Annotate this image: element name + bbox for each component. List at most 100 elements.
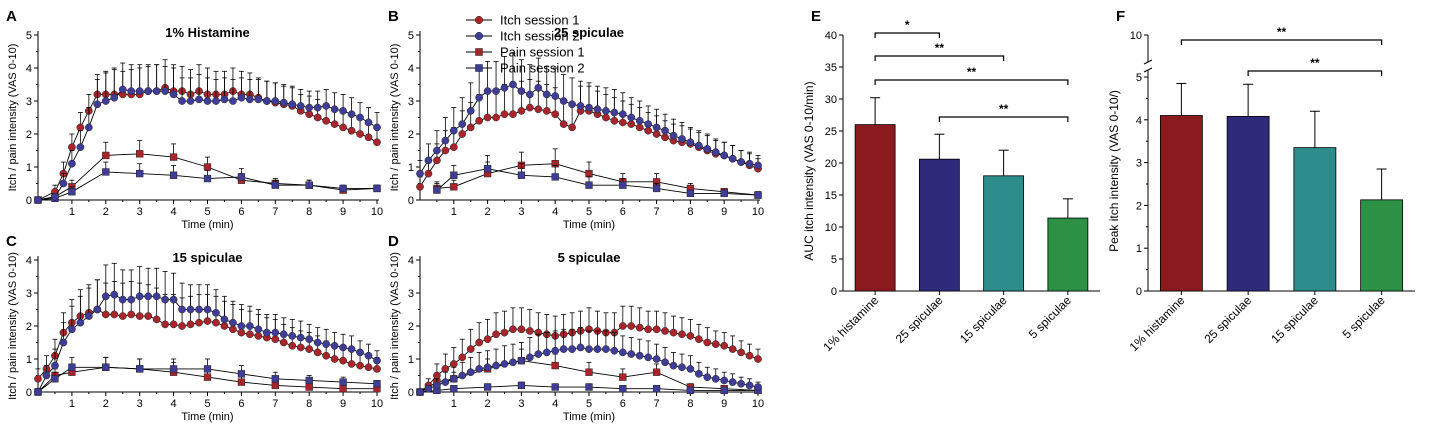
data-point [313,348,322,357]
data-point [339,385,347,393]
data-point [136,150,144,158]
data-point [517,325,526,334]
y-tick-label: 30 [825,94,837,106]
x-tick-label: 8 [306,398,312,410]
data-point [364,118,373,127]
data-point [526,103,534,112]
data-point [500,110,509,119]
significance-bracket [874,55,1005,61]
y-tick-label: 1 [26,354,32,366]
data-point [373,380,381,388]
panel-letter: D [388,233,399,250]
data-point [526,90,534,99]
x-tick-label: 8 [306,206,312,218]
panel-D: D 5 spiculae 0 1 2 3 4 1 2 3 4 5 6 7 8 9 10 Time (min) Itc… [388,233,764,423]
data-point [178,97,186,105]
y-tick-label: 3 [26,96,32,108]
data-point [450,171,458,179]
x-tick-label: 9 [340,398,346,410]
bar-25-spiculae [1226,115,1270,292]
x-tick-label: 3 [518,206,524,218]
y-tick-label: 3 [1136,158,1142,170]
y-tick-label: 5 [26,30,32,42]
data-point [68,363,76,371]
y-tick-label: 4 [408,255,414,267]
data-point [728,378,737,386]
y-tick-label: 0 [831,286,837,298]
data-point [296,102,305,110]
data-point [652,325,661,334]
data-point [517,107,526,115]
data-point [585,181,593,189]
data-point [635,116,644,125]
data-point [186,305,195,314]
data-point [475,338,483,347]
legend-label: Itch session 2 [500,29,580,44]
legend-item: Pain session 1 [466,45,585,60]
data-point [441,378,450,386]
series-line [37,88,378,201]
data-point [161,87,169,95]
data-point [212,97,220,105]
x-tick-label: 15 spiculae [957,293,1010,346]
x-tick-label: 10 [371,398,383,410]
y-tick-label: 2 [1136,200,1142,212]
data-point [441,146,450,155]
data-point [517,171,526,179]
data-point [661,358,669,367]
data-point [754,191,762,199]
data-point [433,371,441,380]
data-point [483,335,492,344]
data-point [542,90,551,99]
data-point [101,310,110,319]
series-line [37,87,378,201]
data-point [458,353,467,362]
data-point [237,322,246,330]
data-point [703,373,712,381]
data-point [110,290,119,299]
data-point [483,363,492,372]
data-point [492,330,500,339]
data-point [195,318,203,327]
x-tick-label: 4 [171,398,177,410]
data-point [347,110,356,119]
series-itch-session-2 [34,262,381,396]
data-point [169,365,178,373]
data-point [203,365,212,373]
data-point [373,184,381,193]
data-point [551,110,560,119]
data-point [542,348,551,357]
data-point [559,120,568,128]
data-point [34,374,42,383]
data-point [450,385,458,393]
data-point [186,320,195,329]
data-point [450,183,458,191]
data-point [526,327,534,335]
legend-marker [475,64,483,72]
significance-bracket [1247,70,1383,76]
y-tick-label: 1 [408,162,414,174]
x-tick-label: 2 [103,398,109,410]
x-tick-label: 5 [586,206,592,218]
series-itch-session-2 [34,62,381,204]
x-tick-label: 6 [238,206,244,218]
x-tick-label: 9 [721,206,727,218]
significance-label: ** [967,65,977,79]
y-tick-label: 15 [825,190,837,202]
data-point [416,169,424,178]
x-tick-label: 4 [552,398,558,410]
data-point [237,173,246,181]
data-point [509,325,517,334]
data-point [330,355,339,363]
data-point [339,123,347,132]
data-point [220,95,229,104]
data-point [475,365,483,373]
x-tick-label: 10 [752,206,764,218]
x-tick-label: 3 [137,398,143,410]
data-point [728,345,737,353]
x-tick-label: 10 [752,398,764,410]
x-tick-label: 8 [687,398,693,410]
data-point [585,383,593,391]
data-point [433,146,441,155]
